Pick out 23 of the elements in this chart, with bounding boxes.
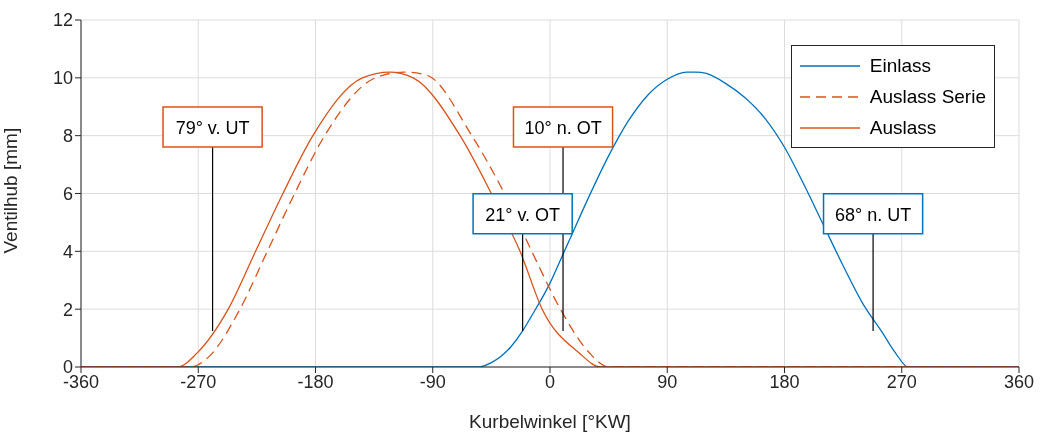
x-tick-label: 0 <box>544 371 556 392</box>
x-tick-label: 360 <box>1003 371 1035 392</box>
y-tick-label: 2 <box>62 299 73 320</box>
x-tick-label: 270 <box>886 371 917 392</box>
legend-label: Auslass <box>869 116 937 139</box>
x-tick-label: -180 <box>297 371 334 392</box>
y-tick-label: 10 <box>52 68 73 89</box>
y-tick-label: 12 <box>52 10 73 31</box>
y-tick-label: 8 <box>62 126 73 147</box>
y-tick-label: 4 <box>62 241 73 262</box>
ref-line-label: 21° v. OT <box>485 204 561 225</box>
x-tick-label: -90 <box>419 371 446 392</box>
legend-label: Einlass <box>869 54 932 77</box>
x-tick-label: -270 <box>180 371 217 392</box>
y-tick-label: 6 <box>62 183 73 204</box>
x-tick-label: 180 <box>769 371 800 392</box>
legend-label: Auslass Serie <box>869 85 986 108</box>
ref-line-label: 79° v. UT <box>175 117 250 138</box>
y-axis-title: Ventilhub [mm] <box>0 127 21 254</box>
ref-line-label: 10° n. OT <box>524 117 602 138</box>
ref-line-label: 68° n. UT <box>834 204 912 225</box>
x-tick-label: 90 <box>657 371 678 392</box>
x-axis-title: Kurbelwinkel [°KW] <box>469 411 631 432</box>
